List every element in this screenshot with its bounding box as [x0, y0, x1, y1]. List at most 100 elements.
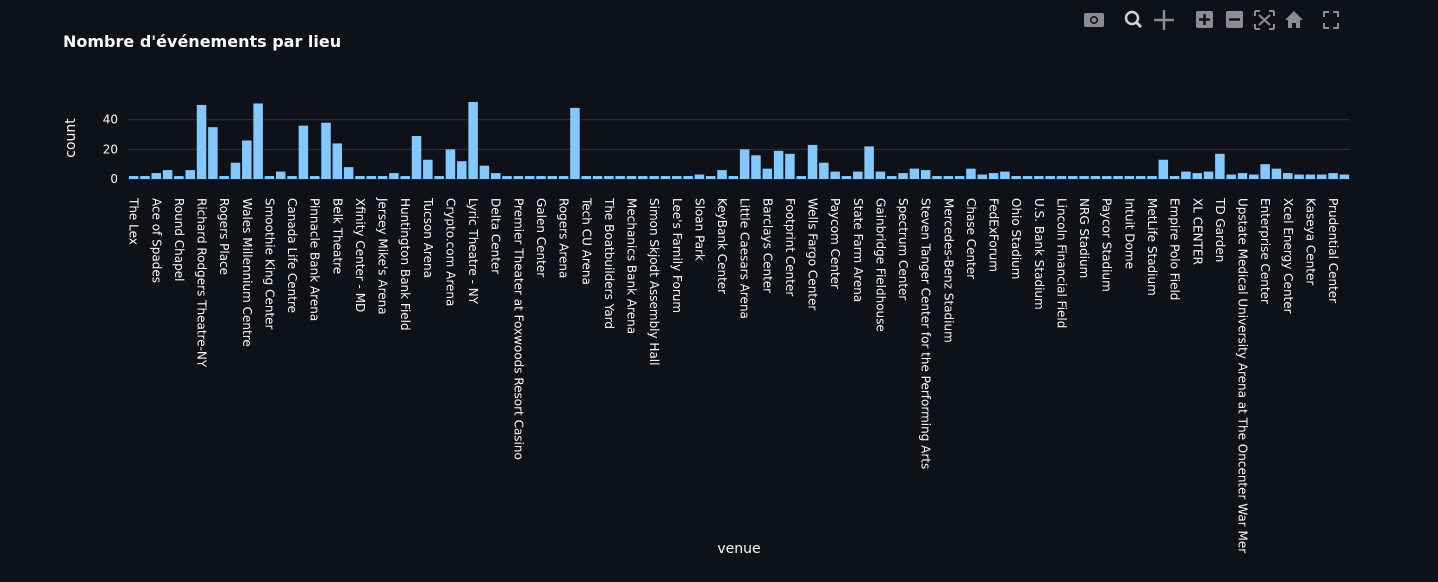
bar	[1068, 176, 1078, 179]
bar	[1316, 174, 1327, 179]
x-tick-label: Barclays Center	[760, 198, 774, 293]
x-tick-label: Jersey Mike's Arena	[376, 197, 390, 315]
x-tick-label: Lyric Theatre - NY	[466, 198, 480, 305]
bar	[977, 174, 988, 179]
fullscreen-icon[interactable]	[1323, 11, 1339, 29]
bar	[920, 170, 931, 179]
x-tick-label: Galen Center	[534, 198, 548, 277]
bar	[309, 176, 320, 179]
pan-icon[interactable]	[1154, 10, 1174, 30]
bar	[751, 155, 761, 179]
bar	[321, 122, 331, 179]
bar	[332, 143, 343, 179]
x-tick-label: Rogers Place	[217, 198, 231, 275]
bar	[389, 173, 399, 179]
bar	[1090, 176, 1101, 179]
bar	[1000, 171, 1010, 179]
x-tick-label: Intuit Dome	[1122, 198, 1136, 269]
x-tick-label: Steven Tanger Center for the Performing …	[919, 198, 933, 469]
bar	[785, 153, 795, 179]
bar	[943, 176, 954, 179]
x-tick-label: Round Chapel	[172, 198, 186, 281]
x-tick-label: Tech CU Arena	[579, 197, 593, 285]
bar	[954, 176, 965, 179]
bar	[592, 176, 603, 179]
x-tick-label: Pinnacle Bank Arena	[308, 198, 322, 321]
bar	[886, 176, 897, 179]
bar	[502, 176, 512, 179]
bar	[513, 176, 524, 179]
bar	[287, 176, 297, 179]
bar	[253, 103, 263, 179]
bar	[717, 170, 727, 179]
x-tick-label: Paycom Center	[828, 198, 842, 289]
bar	[490, 173, 501, 179]
autoscale-icon[interactable]	[1254, 10, 1275, 30]
zoom-out-icon[interactable]	[1226, 11, 1243, 28]
bar	[1328, 173, 1338, 179]
bar	[1045, 176, 1055, 179]
bar	[355, 176, 365, 179]
bar	[1169, 176, 1180, 179]
x-tick-label: Sloan Park	[692, 198, 706, 261]
bar	[128, 176, 139, 179]
bar	[1260, 164, 1270, 179]
bar	[151, 173, 162, 179]
bar	[524, 176, 535, 179]
home-icon[interactable]	[1285, 11, 1303, 28]
bar	[1237, 173, 1248, 179]
bar	[547, 176, 558, 179]
bar	[1022, 176, 1033, 179]
x-tick-label: NRG Stadium	[1077, 198, 1091, 278]
x-tick-label: Wells Fargo Center	[806, 198, 820, 310]
x-tick-label: Kaseya Center	[1303, 198, 1317, 285]
bar	[875, 171, 886, 179]
bar	[728, 176, 739, 179]
x-tick-label: Prudential Center	[1326, 198, 1340, 303]
x-tick-label: Tucson Arena	[421, 197, 435, 278]
bar	[1011, 176, 1021, 179]
bar	[434, 176, 444, 179]
bar	[898, 173, 908, 179]
x-tick-label: The Boatbuilders Yard	[602, 197, 616, 329]
bar	[1135, 176, 1146, 179]
bar	[638, 176, 648, 179]
bar	[1339, 174, 1350, 179]
bar	[1249, 174, 1259, 179]
bar	[230, 162, 241, 179]
x-tick-label: XL CENTER	[1190, 198, 1204, 265]
bar	[536, 176, 546, 179]
bar	[1283, 173, 1293, 179]
bar	[773, 150, 784, 179]
bar	[683, 176, 693, 179]
x-tick-label: Mechanics Bank Arena	[625, 198, 639, 334]
bar	[1158, 159, 1169, 179]
x-tick-label: Paycor Stadium	[1100, 198, 1114, 292]
x-tick-label: State Farm Arena	[851, 198, 865, 302]
bar	[762, 168, 773, 179]
zoom-icon[interactable]	[1124, 10, 1143, 29]
y-tick-label: 20	[103, 142, 118, 156]
bar	[242, 140, 252, 179]
y-tick-label: 40	[103, 113, 118, 127]
bar	[264, 176, 275, 179]
x-tick-label: Lee's Family Forum	[670, 198, 684, 313]
x-tick-label: Spectrum Center	[896, 198, 910, 300]
bar	[660, 176, 671, 179]
x-tick-label: Gainbridge Fieldhouse	[873, 198, 887, 332]
bar	[208, 127, 218, 179]
bar	[174, 176, 184, 179]
bar	[909, 168, 920, 179]
bar	[819, 162, 829, 179]
x-tick-label: Richard Rodgers Theatre-NY	[195, 198, 209, 368]
x-tick-label: Little Caesars Arena	[738, 198, 752, 319]
camera-icon[interactable]	[1084, 13, 1104, 27]
x-tick-label: Crypto.com Arena	[443, 198, 457, 306]
bar	[366, 176, 377, 179]
bar	[275, 171, 286, 179]
zoom-in-icon[interactable]	[1196, 11, 1213, 28]
bar	[1294, 174, 1304, 179]
bar	[672, 176, 682, 179]
bar	[1203, 171, 1214, 179]
bar	[1305, 174, 1316, 179]
